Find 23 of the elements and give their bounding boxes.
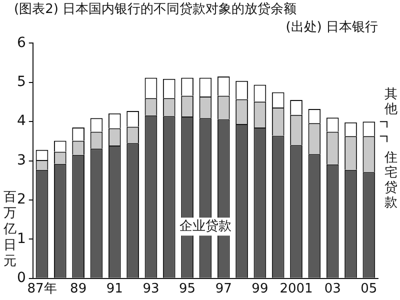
x-tick-label: 99: [252, 282, 268, 297]
y-tick-label: 4: [16, 113, 26, 130]
series-label: 其他: [384, 86, 398, 117]
x-tick-label: 05: [360, 282, 378, 297]
y-tick-label: 6: [16, 34, 26, 51]
series-label: 企业贷款: [179, 219, 232, 234]
chart-title: (图表2) 日本国内银行的不同贷款对象的放贷余额: [14, 2, 297, 18]
x-tick-label: 2001: [280, 282, 313, 297]
y-axis-title: 百万亿日元: [3, 190, 16, 270]
x-tick-label: 95: [179, 282, 196, 297]
x-tick-label: 87年: [27, 282, 57, 297]
x-tick-label: 91: [106, 282, 123, 297]
y-tick-label: 0: [16, 270, 26, 286]
x-tick-label: 89: [70, 282, 87, 297]
y-tick-label: 2: [16, 192, 26, 208]
series-label: 住宅贷款: [384, 150, 398, 210]
y-tick-label: 1: [16, 230, 26, 247]
y-tick-label: 5: [16, 74, 26, 90]
x-tick-label: 03: [324, 282, 341, 297]
x-tick-label: 93: [142, 282, 160, 297]
y-tick-label: 3: [16, 152, 26, 168]
x-tick-label: 97: [215, 282, 232, 297]
chart-subtitle: (出处) 日本银行: [286, 20, 378, 35]
